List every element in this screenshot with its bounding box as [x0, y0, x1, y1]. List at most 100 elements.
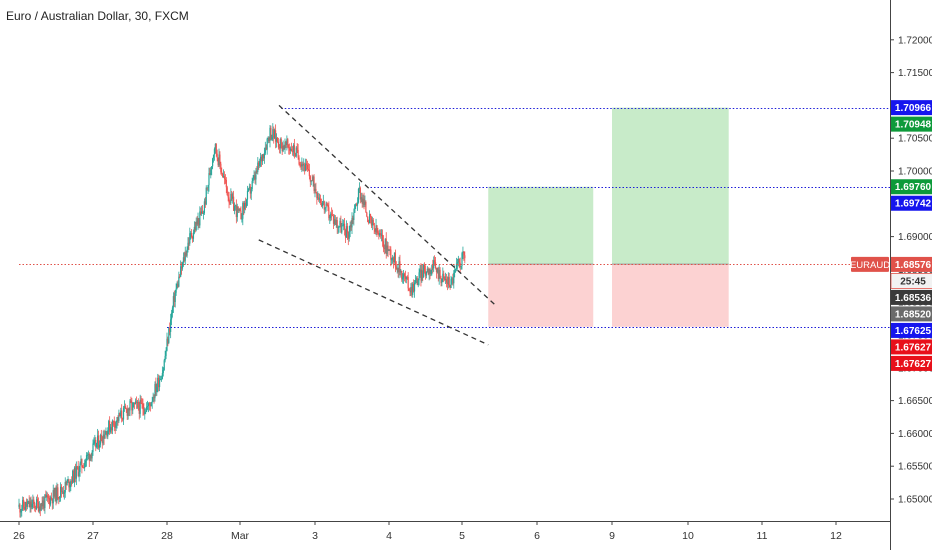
- x-tick-label: 11: [757, 530, 768, 542]
- candle-body: [243, 203, 245, 210]
- candle-body: [123, 406, 126, 408]
- candle-body: [453, 272, 455, 284]
- candle-body: [289, 148, 291, 151]
- candle-body: [195, 221, 197, 231]
- candle-body: [264, 147, 266, 154]
- candle-body: [375, 225, 377, 232]
- candle-body: [45, 494, 47, 498]
- label-level-low-bg: [891, 322, 932, 338]
- candle-body: [39, 506, 41, 511]
- candle-body: [368, 222, 370, 224]
- candle-body: [97, 435, 99, 443]
- candle-body: [321, 202, 323, 207]
- candle-body: [192, 232, 195, 239]
- candle-body: [226, 187, 228, 196]
- candle-body: [112, 420, 114, 422]
- candle-body: [46, 495, 48, 498]
- candle-body: [168, 328, 170, 343]
- candle-body: [400, 270, 402, 273]
- candle-body: [72, 470, 74, 483]
- candle-body: [258, 162, 260, 166]
- candle-body: [139, 400, 141, 414]
- candle-body: [252, 178, 254, 182]
- candle-body: [56, 487, 58, 502]
- candle-body: [388, 249, 390, 251]
- x-tick-label: 4: [386, 530, 392, 542]
- candle-body: [95, 439, 97, 448]
- candle-body: [346, 226, 348, 234]
- candle-body: [389, 249, 391, 251]
- candle-body: [193, 226, 195, 233]
- candle-body: [184, 252, 186, 261]
- position-1-loss-zone: [488, 264, 594, 327]
- candle-body: [197, 218, 199, 225]
- candle-body: [305, 163, 308, 165]
- candle-body: [405, 276, 407, 280]
- label-stop-1-text: 1.67627: [895, 342, 932, 353]
- candle-body: [110, 427, 113, 431]
- candle-body: [41, 503, 43, 507]
- x-axis[interactable]: 26 27 28 Mar 3 4 5 6 9 10 11 12: [13, 521, 842, 542]
- x-tick-label: 27: [87, 530, 99, 542]
- candle-body: [255, 170, 257, 180]
- candle-body: [196, 221, 198, 225]
- y-tick-label: 1.69000: [898, 232, 932, 243]
- candle-body: [380, 233, 382, 236]
- candle-body: [427, 268, 429, 275]
- candle-body: [191, 233, 193, 237]
- candle-body: [185, 252, 187, 256]
- candle-body: [159, 379, 162, 380]
- candle-body: [239, 209, 241, 211]
- candle-body: [49, 497, 52, 505]
- label-level-low: 1.67625: [891, 322, 932, 338]
- candle-body: [421, 270, 423, 281]
- candle-body: [355, 204, 357, 206]
- candle-body: [445, 279, 448, 283]
- candle-body: [60, 486, 62, 497]
- candle-body: [282, 145, 284, 152]
- candle-body: [62, 491, 64, 494]
- candle-body: [100, 434, 102, 442]
- candle-body: [205, 187, 207, 205]
- candle-body: [454, 270, 456, 273]
- candle-body: [105, 431, 107, 435]
- candle-body: [201, 211, 203, 214]
- candle-body: [294, 153, 296, 157]
- candle-body: [461, 253, 463, 266]
- overlays-group: [19, 104, 890, 346]
- candle-body: [305, 163, 307, 172]
- candle-body: [286, 139, 288, 146]
- y-tick-label: 1.70500: [898, 134, 932, 145]
- candle-body: [345, 226, 348, 238]
- candle-body: [370, 217, 373, 226]
- candle-body: [266, 138, 268, 150]
- candle-body: [309, 176, 311, 182]
- symbol-tag: EURAUD: [850, 260, 890, 271]
- candle-body: [385, 238, 387, 254]
- candle-body: [435, 268, 438, 273]
- price-labels: 1.70966 1.70948 1.69760 1.69742 1.68576 EURAU…: [850, 100, 932, 371]
- candle-body: [395, 266, 397, 269]
- candle-body: [339, 220, 341, 227]
- candle-body: [338, 226, 340, 228]
- candle-body: [287, 139, 289, 148]
- candle-body: [57, 487, 59, 498]
- candle-body: [268, 137, 270, 142]
- candle-body: [279, 139, 281, 149]
- candle-body: [329, 217, 331, 219]
- candle-body: [20, 511, 22, 513]
- label-level-high-bg: [891, 100, 932, 116]
- candle-body: [439, 269, 441, 278]
- candle-body: [129, 400, 131, 411]
- candle-body: [33, 499, 35, 504]
- x-tick-label: 28: [161, 530, 173, 542]
- candle-body: [190, 233, 192, 234]
- candle-body: [278, 147, 280, 149]
- label-current-price-bg: [891, 256, 932, 272]
- candle-body: [176, 283, 178, 289]
- candle-body: [464, 255, 466, 259]
- candle-body: [446, 282, 448, 284]
- candle-body: [331, 213, 333, 216]
